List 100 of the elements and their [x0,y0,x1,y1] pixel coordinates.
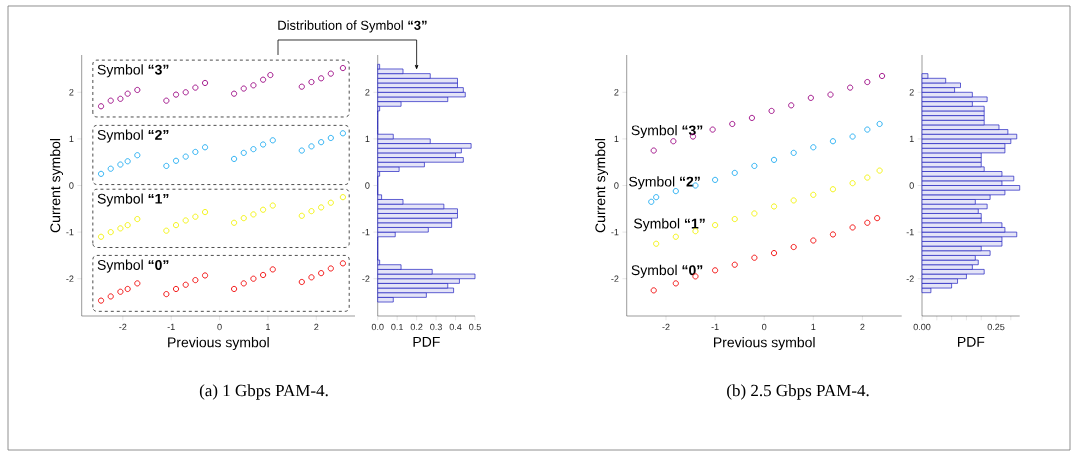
x-tick-label: 0.5 [469,323,481,331]
point [107,229,114,236]
point [327,134,334,142]
point [339,194,346,201]
point [298,278,305,286]
y-tick-label: 1 [365,135,370,142]
x-axis-title: Previous symbol [168,337,269,351]
point [770,156,778,163]
series-label: Symbol “3” [631,125,703,139]
point [250,275,257,282]
point [182,217,189,224]
point [98,233,105,240]
point [107,293,114,300]
point [124,222,131,229]
point [260,76,267,83]
point [269,202,276,209]
y-tick-label: 1 [614,135,619,142]
point [308,78,315,86]
y-tick-label: 2 [909,89,914,96]
series-label: Symbol “1” [97,193,169,207]
point [770,203,778,210]
point [731,216,738,223]
x-tick-label: 0.2 [410,323,423,331]
point [124,90,131,97]
point [670,138,677,145]
point [163,227,170,234]
point [308,274,315,281]
series-label: Symbol “2” [629,176,700,190]
point [240,149,247,156]
point [260,271,267,279]
point [117,288,124,295]
point [163,291,170,298]
y-tick-label: 0 [365,182,370,189]
point [124,285,131,293]
point [339,260,346,267]
point [269,137,276,144]
text: (b) 2.5 Gbps PAM-4. [727,384,869,400]
y-tick-label: 0 [69,182,74,189]
point [107,97,114,104]
point [318,75,325,82]
point [849,224,856,231]
point [134,86,141,94]
point [827,91,834,98]
x-tick-label: -1 [711,323,719,330]
point [768,107,775,114]
point [327,70,334,77]
point [318,139,325,146]
x-tick-label: 0.0 [371,323,384,331]
x-axis-title: PDF [958,337,985,347]
point [672,280,679,287]
point [192,277,199,284]
point [250,211,257,218]
point [117,95,124,102]
point [308,208,315,215]
point [849,133,856,140]
point [864,78,871,86]
y-axis-title: Current symbol [49,138,64,233]
point [98,170,105,177]
x-tick-label: 2 [314,323,319,331]
point [864,219,871,226]
y-tick-label: -2 [611,275,619,282]
point [876,167,883,174]
point [124,158,131,165]
point [298,147,305,154]
text: (a) 1 Gbps PAM-4. [199,384,328,400]
point [98,103,105,110]
point [260,141,267,148]
point [653,240,660,247]
point [202,209,209,216]
y-tick-label: -2 [362,275,370,282]
point [250,146,257,153]
point [653,194,660,201]
point [876,120,883,128]
y-tick-label: 0 [909,182,914,189]
y-tick-label: -1 [906,229,914,236]
point [107,165,114,172]
x-tick-label: 1 [266,323,270,330]
point [172,91,180,98]
point [231,155,238,162]
point [327,265,334,272]
point [731,169,738,176]
text: Distribution of Symbol “3” [278,20,427,33]
point [788,102,795,109]
point [231,90,238,97]
y-tick-label: 0 [614,182,619,189]
point [790,197,797,204]
point [770,250,778,257]
point [231,219,238,226]
point [134,280,141,287]
point [298,83,305,90]
x-tick-label: -2 [119,323,127,331]
point [807,94,814,101]
x-axis-title: PDF [413,337,440,347]
point [117,161,124,168]
point [192,84,199,91]
point [267,71,274,79]
point [163,162,170,169]
y-tick-label: 2 [69,89,74,96]
point [650,147,657,154]
point [829,186,837,193]
